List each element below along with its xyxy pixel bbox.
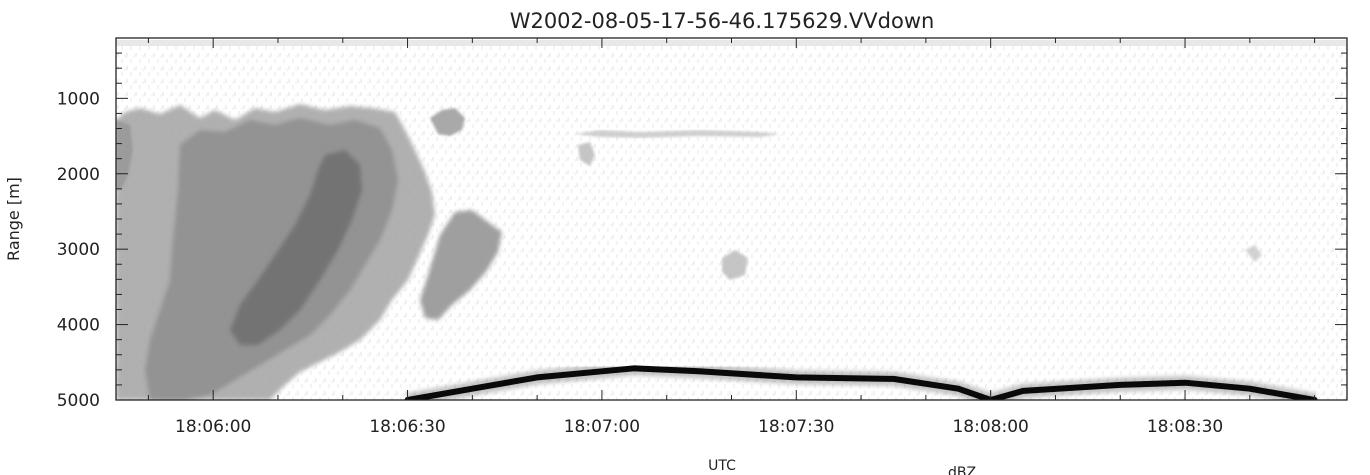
chart-title: W2002-08-05-17-56-46.175629.VVdown [510, 9, 935, 33]
x-axis-label: UTC [708, 458, 736, 474]
y-axis-label: Range [m] [4, 177, 23, 261]
x-tick-label: 18:08:00 [952, 417, 1028, 437]
plot-area [116, 38, 1347, 400]
cloud-fragment-top [430, 108, 465, 136]
cloud-fragment-right [420, 210, 502, 320]
weak-echo-blob [1245, 245, 1262, 262]
y-tick-label: 4000 [57, 316, 100, 336]
weak-echo-streak [575, 130, 780, 138]
x-tick-label: 18:06:30 [369, 417, 445, 437]
y-tick-label: 3000 [57, 240, 100, 260]
y-tick-label: 5000 [57, 391, 100, 411]
ground-echo [404, 365, 1318, 400]
cloud-region-dark [230, 150, 362, 345]
x-tick-label: 18:07:00 [564, 417, 640, 437]
colorbar-label: dBZ [948, 465, 976, 475]
x-tick-label: 18:08:30 [1147, 417, 1223, 437]
y-axis: 1000 2000 3000 4000 5000 [57, 37, 1347, 411]
x-tick-label: 18:07:30 [758, 417, 834, 437]
weak-echo-blob [578, 142, 595, 166]
y-tick-label: 1000 [57, 89, 100, 109]
y-tick-label: 2000 [57, 165, 100, 185]
weak-echo-blob [722, 250, 748, 280]
x-tick-label: 18:06:00 [175, 417, 251, 437]
cloud-left-edge [116, 120, 133, 190]
x-axis: 18:06:00 18:06:30 18:07:00 18:07:30 18:08:00… [147, 38, 1316, 437]
